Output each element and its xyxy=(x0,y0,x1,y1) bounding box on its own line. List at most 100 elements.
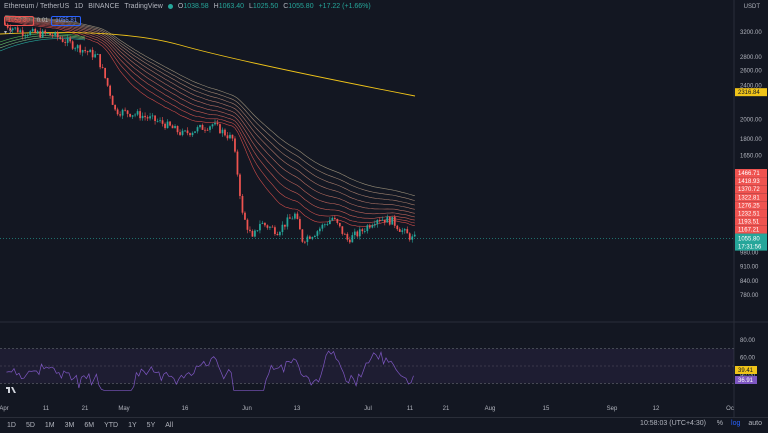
price-tick-label: 910.00 xyxy=(740,264,759,270)
time-tick-label: Apr xyxy=(0,406,9,412)
candle-body xyxy=(146,117,149,119)
candle-body xyxy=(161,120,164,124)
percent-toggle[interactable]: % xyxy=(716,420,724,427)
candle-body xyxy=(316,231,319,236)
candle-body xyxy=(338,222,341,227)
timeframe-3m[interactable]: 3M xyxy=(64,422,75,429)
candle-body xyxy=(411,236,414,240)
candle-body xyxy=(6,24,9,28)
log-toggle[interactable]: log xyxy=(731,420,741,427)
candle-body xyxy=(219,124,221,134)
candle-body xyxy=(169,121,171,126)
candle-body xyxy=(74,48,77,50)
timeframe-1y[interactable]: 1Y xyxy=(128,422,137,429)
candle-body xyxy=(333,217,336,219)
candle-body xyxy=(76,45,79,49)
ma-price-tag xyxy=(735,169,767,177)
candle-body xyxy=(159,120,161,122)
candle-body xyxy=(321,224,324,229)
ma-price-label: 1418.93 xyxy=(738,179,760,185)
rsi-tick-label: 60.00 xyxy=(740,355,756,361)
candle-body xyxy=(186,130,189,134)
timeframe-1m[interactable]: 1M xyxy=(44,422,55,429)
candle-body xyxy=(241,195,244,213)
candle-body xyxy=(326,224,329,225)
currency-label[interactable]: USDT xyxy=(743,4,760,10)
candle-body xyxy=(86,51,89,53)
timeframe-6m[interactable]: 6M xyxy=(84,422,95,429)
ma-ribbon xyxy=(0,15,416,227)
candle-body xyxy=(381,219,384,221)
ma-price-label: 1370.72 xyxy=(738,187,760,193)
time-tick-label: 21 xyxy=(443,406,450,412)
timeframe-1d[interactable]: 1D xyxy=(7,422,16,429)
ma-price-label: 1276.25 xyxy=(738,203,760,209)
symbol-name[interactable]: Ethereum / TetherUS xyxy=(4,3,70,10)
candle-body xyxy=(111,95,114,105)
candle-body xyxy=(16,27,19,33)
sell-button[interactable]: 1055.80 xyxy=(4,16,34,26)
candle-body xyxy=(154,115,156,122)
price-tick-label: 980.00 xyxy=(740,250,759,256)
rsi-tick-label: 80.00 xyxy=(740,338,756,344)
clock[interactable]: 10:58:03 (UTC+4:30) xyxy=(640,420,706,427)
candle-body xyxy=(176,126,179,133)
candle-body xyxy=(256,230,259,232)
time-tick-label: Oc xyxy=(726,406,734,412)
timeframe-5y[interactable]: 5Y xyxy=(146,422,156,429)
countdown-label: 17:31:56 xyxy=(738,245,762,251)
candle-body xyxy=(413,234,416,237)
candle-body xyxy=(51,35,54,36)
rsi-tick-label: 40.00 xyxy=(740,373,756,379)
candle-body xyxy=(189,133,191,136)
ma-ribbon-green xyxy=(0,38,86,52)
ma-ribbon-line xyxy=(5,17,415,210)
candle-body xyxy=(244,212,246,220)
timeframe-ytd[interactable]: YTD xyxy=(104,422,119,429)
auto-toggle[interactable]: auto xyxy=(748,420,762,427)
low-value: 1025.50 xyxy=(252,3,279,10)
candle-body xyxy=(19,30,22,33)
bottom-toolbar: 1D 5D 1M 3M 6M YTD 1Y 5Y All 10:58:03 (UTC+4:30)… xyxy=(0,417,768,433)
candle-body xyxy=(94,54,97,58)
ma-ribbon-green xyxy=(0,36,86,49)
interval[interactable]: 1D xyxy=(74,3,84,10)
candle-body xyxy=(139,111,141,119)
open-value: 1038.58 xyxy=(183,3,209,10)
ma-ribbon-green xyxy=(0,34,86,46)
indicators-toggle[interactable]: ▾ 2 xyxy=(4,30,13,36)
time-tick-label: May xyxy=(118,406,129,412)
ma200-line xyxy=(0,31,416,97)
candle-body xyxy=(296,213,299,219)
candle-body xyxy=(396,225,399,230)
candle-body xyxy=(104,67,107,79)
candle-body xyxy=(311,237,314,239)
candle-body xyxy=(226,135,229,139)
candle-body xyxy=(284,224,286,227)
trade-buttons: 1055.80 0.01 1055.81 xyxy=(4,16,82,26)
candle-body xyxy=(401,230,404,232)
candle-body xyxy=(323,224,326,226)
timeframe-5d[interactable]: 5D xyxy=(25,422,35,429)
candle-body xyxy=(61,38,64,42)
candle-body xyxy=(206,129,209,131)
candle-body xyxy=(236,151,239,175)
candle-body xyxy=(116,109,119,115)
price-axis: 3200.00 2800.00 2600.00 2400.00 2000.00 1800.… xyxy=(735,30,767,384)
ma-price-tag xyxy=(735,88,767,97)
ma-ribbon-green xyxy=(0,33,86,43)
candle-body xyxy=(234,138,236,152)
candle-body xyxy=(386,216,389,223)
candle-body xyxy=(84,50,87,52)
candle-body xyxy=(271,226,274,228)
candle-body xyxy=(69,38,72,42)
candle-body xyxy=(304,241,306,243)
timeframe-all[interactable]: All xyxy=(165,422,174,429)
candle-body xyxy=(124,109,126,111)
buy-button[interactable]: 1055.81 xyxy=(51,16,82,26)
candle-body xyxy=(39,31,42,38)
ma-ribbon-line xyxy=(5,15,415,196)
candle-body xyxy=(299,218,301,230)
ma-price-label: 1167.21 xyxy=(738,228,760,234)
